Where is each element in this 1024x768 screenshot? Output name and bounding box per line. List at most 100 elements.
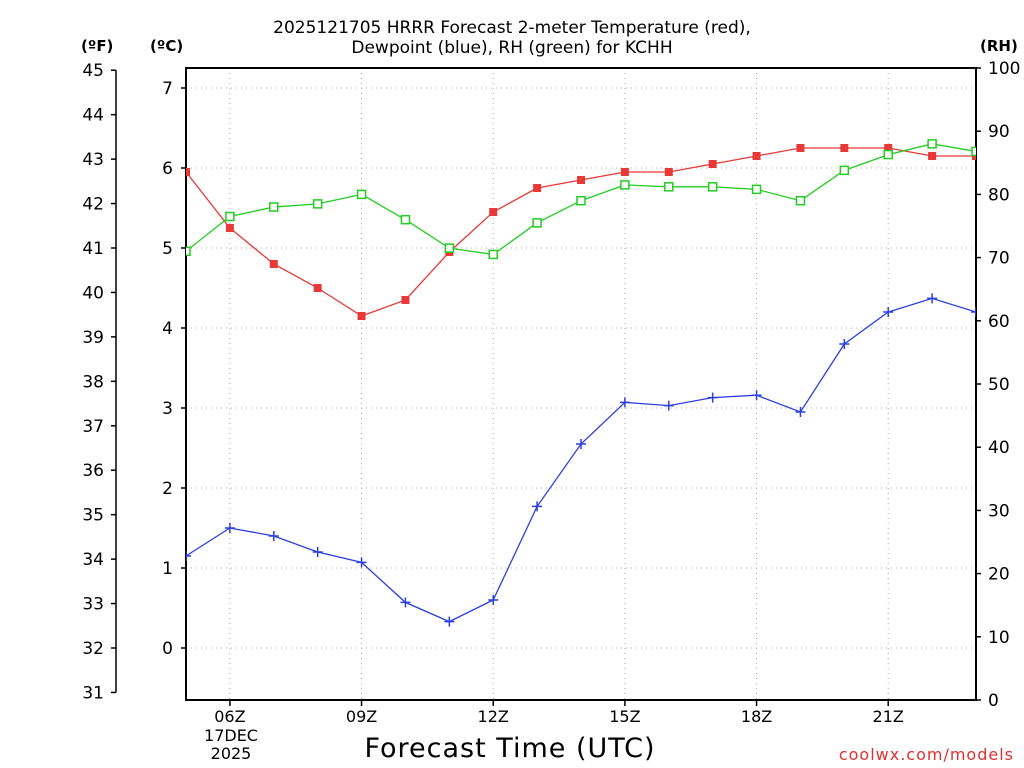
- rh-tick-label: 90: [988, 122, 1010, 142]
- dewpoint-point: [663, 400, 674, 411]
- temperature-point: [577, 176, 585, 184]
- dewpoint-point: [488, 595, 499, 605]
- celsius-unit-label: (ºC): [150, 37, 184, 55]
- dewpoint-point: [751, 390, 762, 401]
- date-label-year: 2025: [210, 744, 252, 763]
- rh-point: [795, 195, 806, 206]
- fahrenheit-tick-label: 34: [82, 550, 104, 570]
- credit-text: coolwx.com/models: [838, 745, 1014, 764]
- temperature-point: [225, 224, 234, 232]
- temperature-point: [186, 168, 190, 176]
- x-tick-label: 21Z: [873, 707, 904, 726]
- celsius-tick-label: 0: [162, 639, 173, 659]
- rh-point: [839, 165, 850, 176]
- temperature-line: [186, 147, 976, 317]
- rh-point: [664, 182, 674, 192]
- dewpoint-point: [312, 547, 323, 557]
- dewpoint-point: [707, 392, 718, 403]
- fahrenheit-tick-label: 39: [82, 328, 104, 348]
- celsius-tick-label: 5: [162, 239, 173, 259]
- rh-tick-label: 10: [988, 628, 1010, 648]
- rh-point: [576, 195, 586, 206]
- celsius-tick-label: 6: [162, 159, 173, 179]
- fahrenheit-tick-label: 31: [82, 683, 104, 703]
- rh-tick-label: 80: [988, 185, 1010, 205]
- date-label-day: 17DEC: [204, 726, 258, 745]
- dewpoint-point: [444, 616, 455, 627]
- fahrenheit-tick-label: 44: [82, 106, 104, 126]
- temperature-point: [928, 152, 937, 160]
- fahrenheit-unit-label: (ºF): [81, 37, 114, 55]
- dewpoint-point: [576, 439, 586, 449]
- temperature-point: [401, 296, 410, 304]
- temperature-point: [840, 144, 849, 152]
- rh-tick-label: 60: [988, 312, 1010, 332]
- rh-point: [312, 199, 323, 209]
- temperature-point: [884, 144, 893, 152]
- rh-point: [488, 249, 498, 260]
- x-tick-label: 15Z: [609, 707, 640, 726]
- dewpoint-point: [268, 531, 279, 541]
- x-tick-label: 12Z: [478, 707, 509, 726]
- temperature-point: [357, 312, 366, 320]
- rh-tick-label: 0: [988, 691, 999, 711]
- x-tick-label: 18Z: [741, 707, 772, 726]
- rh-point: [883, 149, 893, 160]
- celsius-tick-label: 1: [162, 559, 173, 579]
- temperature-point: [533, 184, 542, 192]
- rh-tick-label: 70: [988, 249, 1010, 269]
- rh-point: [751, 184, 762, 195]
- temperature-point: [664, 168, 673, 176]
- dewpoint-point: [619, 397, 630, 408]
- dewpoint-point: [839, 339, 850, 349]
- fahrenheit-tick-label: 37: [82, 417, 104, 437]
- rh-tick-label: 20: [988, 565, 1010, 585]
- dewpoint-line: [186, 297, 976, 623]
- x-axis-title: Forecast Time (UTC): [364, 733, 656, 764]
- rh-point: [532, 218, 542, 228]
- fahrenheit-tick-label: 42: [82, 195, 104, 215]
- rh-point: [269, 202, 279, 212]
- fahrenheit-tick-label: 40: [82, 283, 104, 303]
- x-tick-label: 06Z: [214, 707, 245, 726]
- temperature-point: [269, 260, 278, 268]
- rh-tick-label: 50: [988, 375, 1010, 395]
- fahrenheit-tick-label: 36: [82, 461, 104, 481]
- celsius-tick-label: 2: [162, 479, 173, 499]
- rh-point: [400, 214, 411, 225]
- dewpoint-point: [224, 523, 235, 533]
- fahrenheit-tick-label: 33: [82, 595, 104, 615]
- rh-point: [971, 146, 976, 157]
- temperature-series: [186, 144, 976, 320]
- dewpoint-point: [356, 557, 367, 568]
- rh-point: [225, 211, 235, 222]
- fahrenheit-tick-label: 43: [82, 150, 104, 170]
- fahrenheit-tick-label: 35: [82, 506, 104, 526]
- rh-tick-label: 40: [988, 438, 1010, 458]
- temperature-point: [796, 144, 805, 152]
- temperature-point: [708, 160, 717, 168]
- rh-tick-label: 100: [988, 59, 1020, 79]
- temperature-point: [489, 208, 498, 216]
- rh-point: [707, 182, 718, 192]
- fahrenheit-tick-label: 32: [82, 639, 104, 659]
- celsius-tick-label: 4: [162, 319, 173, 339]
- x-tick-label: 09Z: [346, 707, 377, 726]
- rh-point: [444, 243, 455, 253]
- plot-frame: [185, 67, 977, 701]
- dewpoint-point: [400, 597, 411, 608]
- rh-series: [186, 139, 976, 260]
- dewpoint-series: [186, 293, 976, 627]
- celsius-tick-label: 7: [162, 79, 173, 99]
- dewpoint-point: [532, 501, 543, 512]
- fahrenheit-tick-label: 45: [82, 61, 104, 81]
- temperature-point: [313, 284, 322, 292]
- rh-point: [186, 246, 191, 257]
- dewpoint-point: [971, 307, 976, 317]
- temperature-point: [752, 152, 761, 160]
- dewpoint-point: [883, 307, 894, 317]
- rh-point: [356, 189, 367, 200]
- dewpoint-point: [795, 407, 806, 417]
- rh-unit-label: (RH): [980, 37, 1018, 55]
